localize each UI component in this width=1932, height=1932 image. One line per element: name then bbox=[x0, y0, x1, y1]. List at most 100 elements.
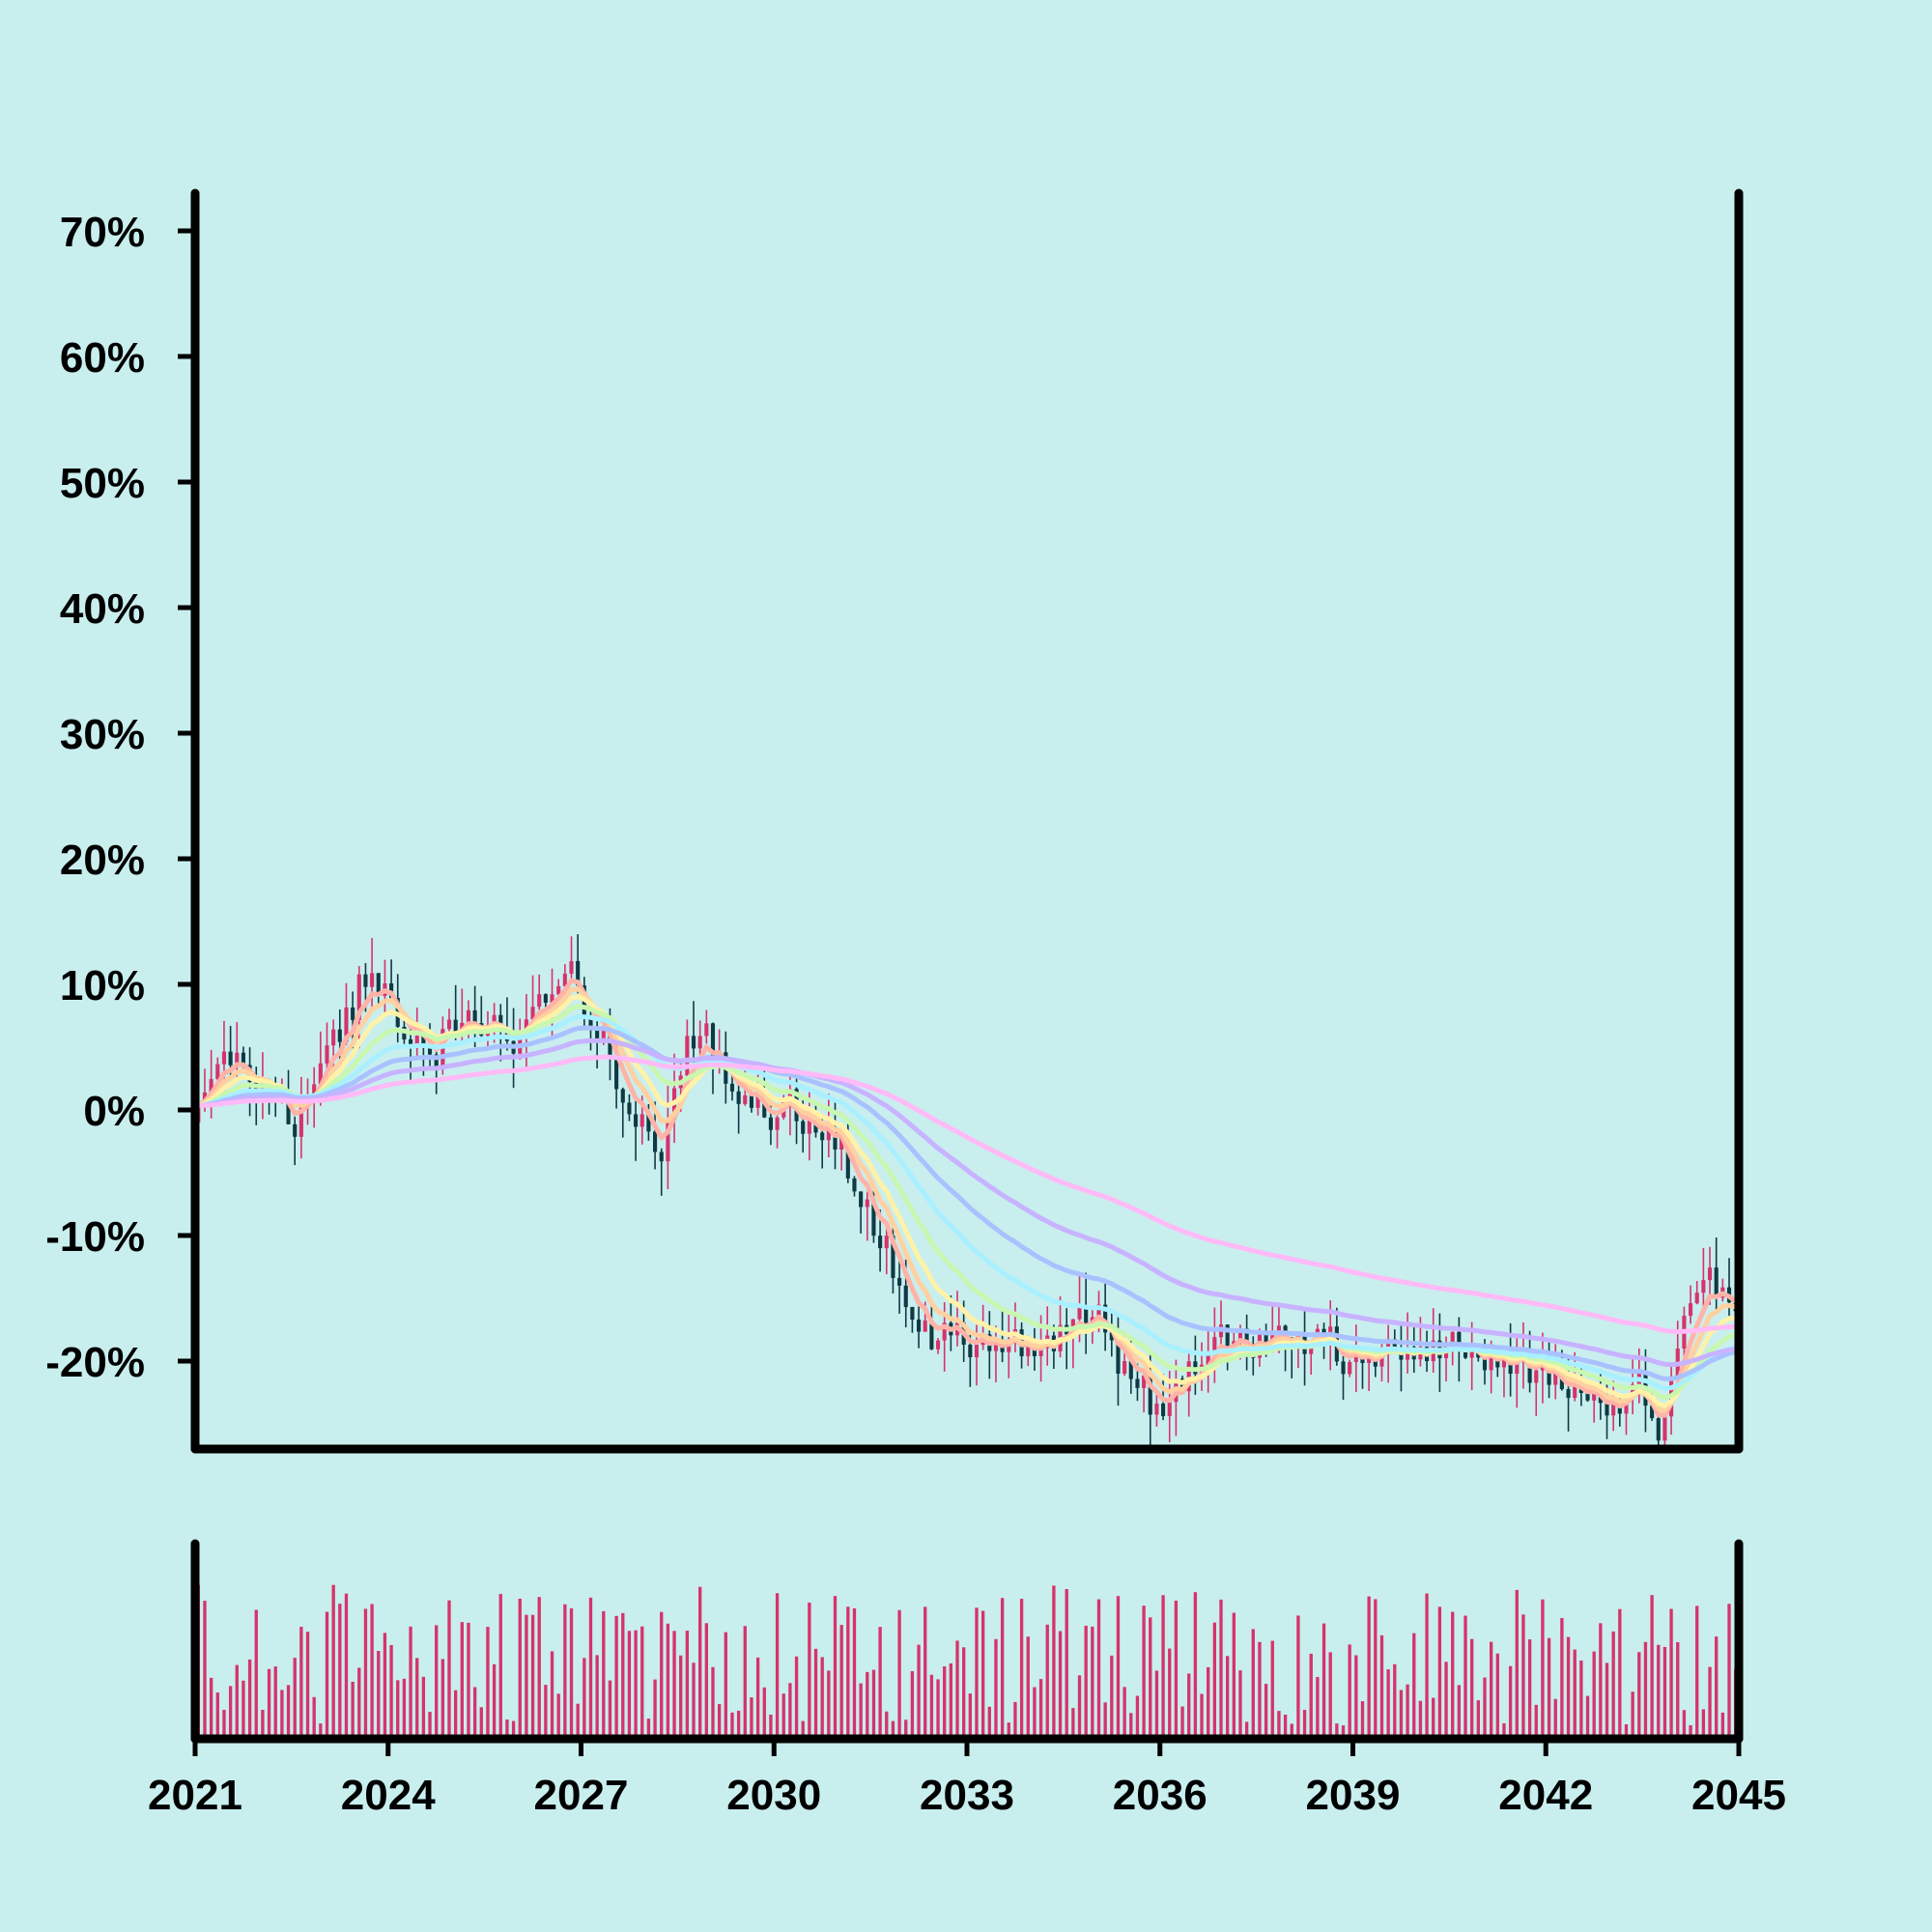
volume-bar bbox=[1360, 1701, 1365, 1739]
volume-bar bbox=[730, 1712, 734, 1739]
volume-bar bbox=[1650, 1595, 1654, 1739]
moving-average-lines bbox=[195, 978, 1739, 1418]
candle-body bbox=[1688, 1303, 1693, 1317]
volume-bar bbox=[1168, 1648, 1172, 1739]
candle-body bbox=[1501, 1354, 1507, 1368]
volume-bar bbox=[492, 1663, 497, 1739]
volume-bar bbox=[1238, 1670, 1242, 1739]
volume-bar bbox=[1232, 1612, 1236, 1739]
candle-body bbox=[1694, 1293, 1699, 1304]
volume-bar bbox=[762, 1687, 766, 1739]
volume-bar bbox=[1457, 1685, 1462, 1739]
volume-bar bbox=[1161, 1595, 1165, 1739]
candle-body bbox=[903, 1285, 908, 1308]
y-tick-label: 0% bbox=[83, 1088, 145, 1135]
volume-bar bbox=[498, 1594, 502, 1739]
volume-bar bbox=[1038, 1679, 1043, 1739]
candle-body bbox=[434, 1054, 439, 1067]
volume-bar bbox=[602, 1610, 606, 1739]
candle-body bbox=[530, 1007, 535, 1020]
candle-body bbox=[1592, 1391, 1597, 1401]
candle-body bbox=[935, 1340, 941, 1350]
candle-body bbox=[704, 1023, 709, 1037]
candle-body bbox=[235, 1052, 240, 1065]
volume-bar bbox=[1219, 1599, 1223, 1739]
volume-bar bbox=[1451, 1611, 1455, 1739]
volume-bar bbox=[866, 1671, 869, 1739]
candle-body bbox=[472, 1009, 477, 1024]
volume-bar bbox=[415, 1658, 419, 1739]
candle-body bbox=[556, 985, 561, 995]
volume-bar bbox=[1631, 1691, 1634, 1739]
volume-bar bbox=[389, 1644, 393, 1739]
volume-bar bbox=[711, 1666, 715, 1739]
volume-bar bbox=[833, 1596, 838, 1739]
volume-bar bbox=[293, 1658, 297, 1739]
candle-body bbox=[923, 1320, 927, 1332]
volume-bar bbox=[1058, 1631, 1063, 1739]
volume-bar bbox=[994, 1638, 998, 1739]
volume-bar bbox=[440, 1659, 445, 1739]
candle-body bbox=[859, 1191, 864, 1208]
volume-bar bbox=[621, 1612, 625, 1739]
candle-body bbox=[801, 1121, 806, 1134]
y-tick-label: -10% bbox=[45, 1213, 145, 1261]
volume-bar bbox=[1033, 1687, 1037, 1739]
volume-bar bbox=[377, 1650, 381, 1739]
candle-body bbox=[820, 1132, 825, 1141]
volume-bar bbox=[1553, 1698, 1557, 1739]
volume-bar bbox=[1154, 1670, 1159, 1739]
volume-bar bbox=[505, 1719, 509, 1739]
volume-bar bbox=[228, 1686, 233, 1739]
volume-bar bbox=[1515, 1589, 1519, 1739]
volume-bar bbox=[1432, 1697, 1435, 1739]
volume-bar bbox=[215, 1692, 219, 1739]
candle-body bbox=[498, 1014, 503, 1029]
volume-bar bbox=[1662, 1646, 1667, 1739]
volume-bar bbox=[736, 1710, 741, 1739]
candle-body bbox=[576, 960, 581, 986]
candle-body bbox=[356, 974, 361, 1020]
volume-bar bbox=[1599, 1623, 1603, 1739]
volume-bar bbox=[299, 1626, 303, 1739]
volume-bar bbox=[885, 1711, 889, 1739]
candle-body bbox=[929, 1320, 934, 1350]
volume-bar bbox=[1374, 1599, 1378, 1739]
volume-bar bbox=[1412, 1633, 1416, 1739]
volume-bar bbox=[479, 1707, 483, 1739]
volume-bar bbox=[1669, 1608, 1673, 1739]
candle-body bbox=[1135, 1378, 1140, 1388]
candle-body bbox=[736, 1091, 741, 1104]
candle-body bbox=[833, 1127, 838, 1150]
volume-bar bbox=[1682, 1710, 1687, 1739]
volume-bar bbox=[1000, 1598, 1005, 1739]
candle-body bbox=[691, 1036, 696, 1049]
candle-body bbox=[601, 1031, 606, 1041]
candle-body bbox=[1142, 1375, 1147, 1388]
volume-bar bbox=[968, 1693, 972, 1739]
candle-body bbox=[298, 1106, 303, 1137]
volume-bar bbox=[1091, 1626, 1094, 1739]
candle-body bbox=[1386, 1339, 1391, 1350]
candle-body bbox=[550, 994, 554, 1003]
candle-body bbox=[427, 1044, 433, 1055]
volume-bar bbox=[672, 1631, 676, 1739]
candle-body bbox=[1109, 1332, 1114, 1341]
volume-bar bbox=[273, 1666, 277, 1739]
volume-bar bbox=[685, 1631, 690, 1739]
volume-bar bbox=[319, 1723, 323, 1739]
volume-bar bbox=[1393, 1663, 1397, 1739]
volume-bar bbox=[1701, 1709, 1706, 1739]
candle-body bbox=[1103, 1304, 1108, 1333]
candle-body bbox=[286, 1093, 291, 1124]
candle-body bbox=[1457, 1331, 1462, 1350]
candle-body bbox=[878, 1236, 883, 1249]
volume-bar bbox=[813, 1648, 818, 1739]
moving-average-line bbox=[195, 1014, 1739, 1391]
candle-body bbox=[370, 973, 375, 987]
volume-bar bbox=[1142, 1605, 1146, 1739]
volume-bar bbox=[980, 1610, 985, 1739]
candle-body bbox=[466, 1009, 471, 1023]
candle-body bbox=[1084, 1306, 1089, 1332]
